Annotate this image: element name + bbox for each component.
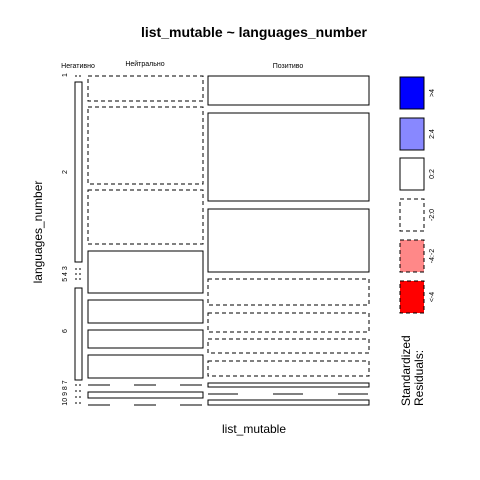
cell-pos-row2b	[207, 208, 370, 273]
cell-pos-row7	[207, 382, 370, 388]
row-label-1: 1	[62, 73, 69, 77]
cell-neu-row8-9	[87, 391, 204, 399]
cell-pos-row9-10	[207, 399, 370, 406]
cell-neg-row2	[74, 81, 83, 263]
legend-swatch-2-4	[399, 117, 425, 151]
cell-neu-row1	[87, 75, 204, 102]
legend-title-line-1: Standardized	[399, 335, 413, 406]
column-label-negative: Негативно	[61, 63, 95, 70]
row-label-3-5: 5 4 3	[62, 266, 69, 282]
legend-label-2-4: 2:4	[429, 129, 436, 139]
column-neutral	[87, 75, 204, 406]
column-negative	[74, 75, 83, 404]
legend-label-neg2-0: -2:0	[429, 209, 436, 221]
legend-swatch-lt-neg4	[399, 280, 425, 314]
cell-neu-row2a	[87, 106, 204, 185]
cell-neu-row2b	[87, 189, 204, 245]
y-axis-label: languages_number	[31, 181, 45, 284]
cell-neu-row6a	[87, 299, 204, 324]
cell-pos-row1	[207, 75, 370, 106]
cell-pos-row3-5	[207, 278, 370, 306]
cell-pos-row6b	[207, 338, 370, 354]
x-axis-label: list_mutable	[222, 422, 286, 436]
cell-neu-row6b	[87, 329, 204, 349]
legend-swatch-gt4	[399, 76, 425, 110]
column-label-neutral: Нейтрально	[125, 60, 164, 68]
column-positive	[207, 75, 370, 406]
chart-title: list_mutable ~ languages_number	[141, 24, 368, 40]
cell-neu-row6c	[87, 354, 204, 379]
cell-pos-row2a	[207, 112, 370, 202]
legend-swatch-neg4-neg2	[399, 239, 425, 273]
legend: >4 2:4 0:2 -2:0 -4:-2 <-4 Standardized R…	[399, 76, 436, 406]
legend-swatch-neg2-0	[399, 198, 425, 232]
row-label-7-10: 10 9 8 7	[62, 380, 69, 405]
row-label-6: 6	[62, 329, 69, 333]
cell-neg-row6	[74, 287, 83, 381]
legend-label-gt4: >4	[429, 89, 436, 97]
legend-title-line-2: Residuals:	[412, 350, 426, 406]
cell-pos-row6c	[207, 360, 370, 377]
legend-label-neg4-neg2: -4:-2	[429, 249, 436, 264]
legend-swatch-0-2	[399, 157, 425, 191]
legend-title: Standardized Residuals:	[399, 332, 426, 406]
cell-pos-row6a	[207, 312, 370, 333]
legend-label-0-2: 0:2	[429, 169, 436, 179]
column-label-positive: Позитиво	[273, 63, 304, 70]
legend-label-lt-neg4: <-4	[429, 292, 436, 302]
cell-neu-row3-5	[87, 250, 204, 294]
row-label-2: 2	[62, 170, 69, 174]
